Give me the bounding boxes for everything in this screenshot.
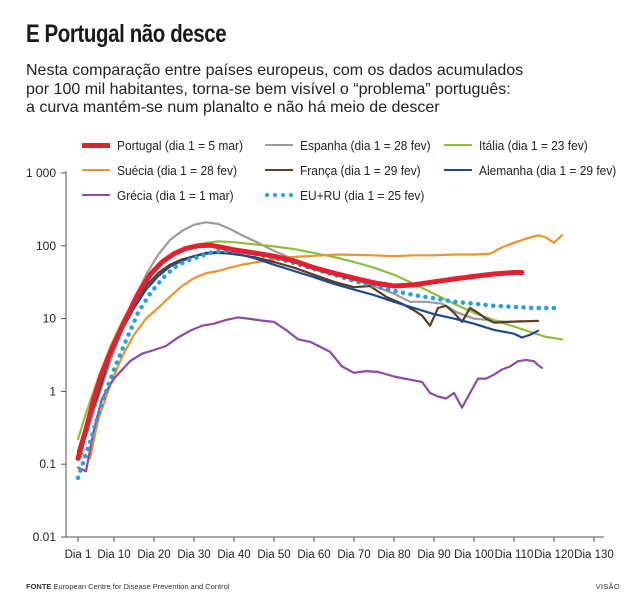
legend-swatch-franca — [265, 169, 293, 171]
source-label: FONTE — [26, 582, 52, 591]
y-tick-label: 0.01 — [33, 530, 57, 544]
x-tick-label: Dia 70 — [337, 549, 370, 561]
x-tick-label: Dia 80 — [377, 549, 410, 561]
legend-item-eu-ru: EU+RU (dia 1 = 25 fev) — [265, 186, 435, 204]
series-line-frana — [76, 251, 540, 460]
legend-label: Espanha (dia 1 = 28 fev) — [300, 137, 431, 153]
subtitle-line: a curva mantém-se num planalto e não há … — [26, 99, 440, 116]
legend-label: Grécia (dia 1 = 1 mar) — [117, 187, 234, 203]
source-text: European Centre for Disease Prevention a… — [53, 582, 230, 591]
x-tick-label: Dia 120 — [534, 549, 574, 561]
x-tick-label: Dia 40 — [217, 549, 250, 561]
x-tick-label: Dia 100 — [454, 549, 494, 561]
y-tick-label: 0.1 — [39, 457, 56, 471]
subtitle-line: por 100 mil habitantes, torna-se bem vis… — [26, 80, 511, 98]
x-tick-label: Dia 130 — [574, 549, 614, 561]
x-tick-label: Dia 110 — [495, 549, 534, 561]
legend-item-grecia: Grécia (dia 1 = 1 mar) — [82, 186, 244, 204]
legend-swatch-espanha — [265, 144, 293, 146]
chart-title: E Portugal não desce — [26, 20, 227, 48]
x-tick-label: Dia 20 — [137, 549, 170, 561]
legend-label: Suécia (dia 1 = 28 fev) — [117, 162, 238, 178]
x-tick-label: Dia 50 — [257, 549, 290, 561]
legend-swatch-portugal — [82, 142, 110, 148]
legend-swatch-italia — [444, 144, 472, 146]
subtitle-line: Nesta comparação entre países europeus, … — [26, 62, 524, 79]
legend-swatch-eu-ru — [265, 193, 293, 197]
x-tick-label: Dia 90 — [417, 549, 450, 561]
y-tick-label: 1 000 — [26, 166, 56, 180]
legend-label: Itália (dia 1 = 23 fev) — [479, 137, 588, 153]
legend-label: França (dia 1 = 29 fev) — [300, 162, 421, 178]
x-tick-label: Dia 1 — [65, 549, 92, 561]
brand-logo-text: VISÃO — [595, 582, 620, 591]
series-line-portugal — [75, 242, 525, 461]
x-tick-label: Dia 30 — [177, 549, 210, 561]
series-line-alemanha — [76, 251, 540, 453]
legend-label: Portugal (dia 1 = 5 mar) — [117, 137, 243, 153]
chart-subtitle: Nesta comparação entre países europeus, … — [26, 62, 586, 118]
series-line-sucia — [76, 234, 564, 460]
legend-item-portugal: Portugal (dia 1 = 5 mar) — [82, 136, 254, 154]
source-note: FONTE European Centre for Disease Preven… — [26, 582, 229, 591]
legend-item-italia: Itália (dia 1 = 23 fev) — [444, 136, 597, 154]
y-tick-label: 10 — [43, 312, 57, 326]
legend-swatch-alemanha — [444, 169, 472, 171]
series-line-grcia — [76, 316, 544, 473]
legend-item-franca: França (dia 1 = 29 fev) — [265, 161, 431, 179]
legend-label: Alemanha (dia 1 = 29 fev) — [479, 162, 617, 178]
legend-item-alemanha: Alemanha (dia 1 = 29 fev) — [444, 161, 628, 179]
legend-item-espanha: Espanha (dia 1 = 28 fev) — [265, 136, 442, 154]
x-tick-label: Dia 60 — [297, 549, 330, 561]
x-tick-label: Dia 10 — [97, 549, 130, 561]
y-tick-label: 1 — [49, 384, 56, 398]
legend-item-suecia: Suécia (dia 1 = 28 fev) — [82, 161, 247, 179]
legend-label: EU+RU (dia 1 = 25 fev) — [300, 187, 425, 203]
legend-swatch-suecia — [82, 169, 110, 171]
y-tick-label: 100 — [36, 239, 56, 253]
legend-swatch-grecia — [82, 194, 110, 196]
